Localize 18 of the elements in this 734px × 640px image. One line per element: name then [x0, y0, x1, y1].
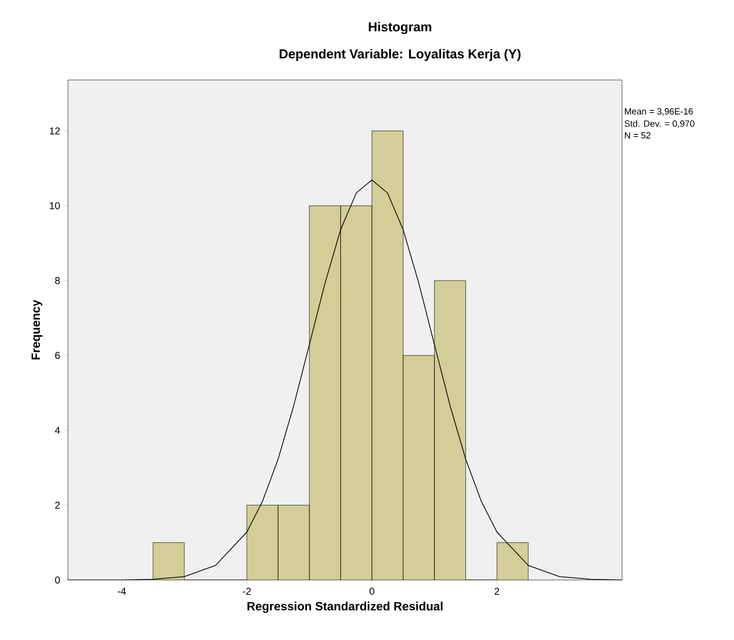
- y-tick-label: 6: [55, 352, 60, 359]
- text: Mean = 3,96E-16: [624, 108, 693, 116]
- y-tick-label: 4: [54, 426, 60, 434]
- y-tick-label: 2: [55, 502, 60, 509]
- text: N = 52: [624, 132, 650, 139]
- x-tick-label: -2: [242, 588, 251, 595]
- y-axis-title: Frequency: [32, 300, 42, 360]
- x-tick-label: -4: [118, 588, 126, 595]
- chart-title: Histogram: [368, 22, 432, 34]
- y-tick-label: 8: [55, 277, 60, 284]
- y-tick-label: 10: [50, 202, 60, 210]
- text: Std. Dev. = 0,970: [624, 120, 694, 128]
- y-tick-label: 0: [55, 576, 60, 584]
- x-tick-label: 0: [370, 588, 374, 595]
- chart-subtitle: Dependent Variable: Loyalitas Kerja (Y): [280, 48, 520, 62]
- y-tick-label: 12: [50, 127, 60, 134]
- x-tick-label: 2: [494, 588, 500, 595]
- x-axis-title: Regression Standardized Residual: [247, 602, 442, 613]
